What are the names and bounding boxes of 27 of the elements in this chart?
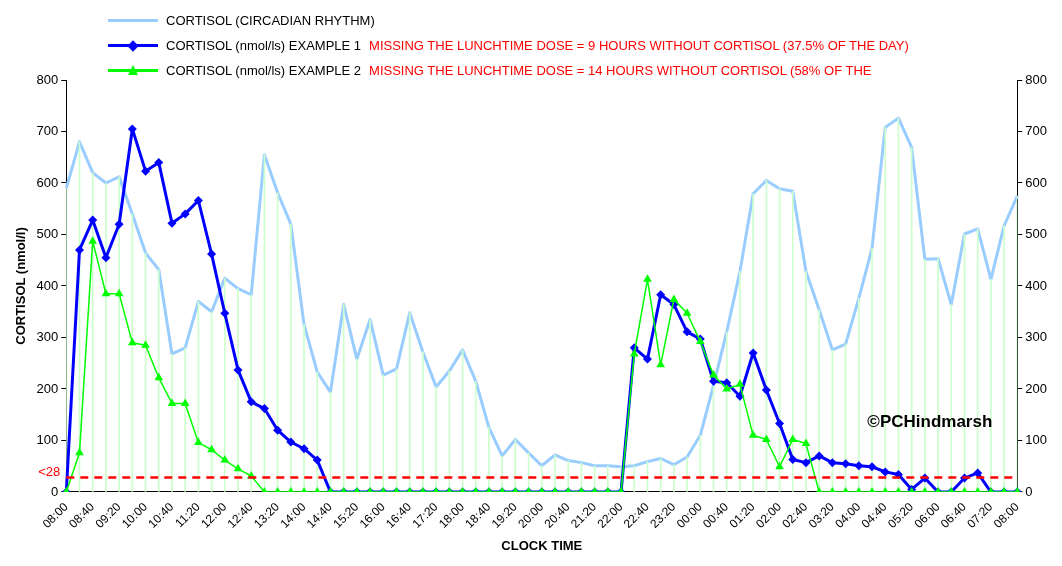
y2-tick-label: 800 <box>1025 71 1048 87</box>
legend-label: CORTISOL (CIRCADIAN RHYTHM) <box>166 13 375 28</box>
legend-label: CORTISOL (nmol/ls) EXAMPLE 2 <box>166 63 362 78</box>
text: MISSING THE LUNCHTIME DOSE = 9 HOURS WITHOUT CORTISOL (37.5% OF THE DAY) <box>369 38 909 53</box>
y-tick-label: 600 <box>36 174 59 190</box>
legend-label: CORTISOL (nmol/ls) EXAMPLE 1 <box>166 38 362 53</box>
ref-line-label: <28 <box>38 464 61 480</box>
y-tick-label: 100 <box>36 432 59 448</box>
annotation: ©PCHindmarsh <box>867 411 993 431</box>
y-tick-label: 500 <box>36 226 59 242</box>
y-tick-label: 200 <box>36 380 59 396</box>
y-tick-label: 0 <box>51 483 59 499</box>
y2-tick-label: 500 <box>1025 226 1048 242</box>
y2-tick-label: 0 <box>1025 483 1033 499</box>
y-tick-label: 400 <box>36 277 59 293</box>
y2-tick-label: 600 <box>1025 174 1048 190</box>
x-axis-title: CLOCK TIME <box>501 537 583 553</box>
y-tick-label: 800 <box>36 71 59 87</box>
y-tick-label: 700 <box>36 123 59 139</box>
y2-tick-label: 400 <box>1025 277 1048 293</box>
y-axis-title: CORTISOL (nmol/l) <box>13 227 29 345</box>
y2-tick-label: 100 <box>1025 432 1048 448</box>
y2-tick-label: 200 <box>1025 380 1048 396</box>
y2-tick-label: 300 <box>1025 329 1048 345</box>
text: MISSING THE LUNCHTIME DOSE = 14 HOURS WITHOUT CORTISOL (58% OF THE <box>369 63 872 78</box>
y2-tick-label: 700 <box>1025 123 1048 139</box>
y-tick-label: 300 <box>36 329 59 345</box>
